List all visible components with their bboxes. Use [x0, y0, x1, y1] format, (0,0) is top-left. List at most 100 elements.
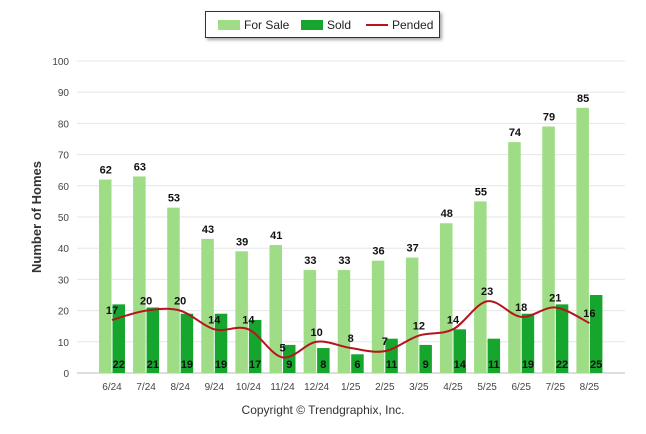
bar-for-sale — [235, 251, 248, 373]
data-label-pended: 21 — [549, 292, 561, 304]
legend-label-sold: Sold — [327, 18, 352, 32]
data-label-pended: 23 — [481, 286, 493, 298]
bar-sold — [521, 313, 535, 373]
bar-sold — [112, 304, 125, 373]
data-label-for-sale: 33 — [304, 255, 316, 267]
data-label-for-sale: 37 — [407, 243, 419, 255]
x-tick-label: 5/25 — [477, 382, 497, 393]
data-label-for-sale: 33 — [338, 255, 350, 267]
data-label-pended: 16 — [583, 308, 595, 320]
data-label-pended: 17 — [106, 305, 118, 317]
data-label-pended: 5 — [279, 342, 285, 354]
y-tick-label: 100 — [52, 57, 69, 68]
chart-legend: For Sale Sold Pended — [205, 11, 440, 38]
bar-for-sale — [303, 270, 317, 373]
y-tick-label: 80 — [58, 119, 70, 130]
bar-for-sale — [99, 179, 112, 373]
data-label-sold: 22 — [556, 359, 568, 371]
data-label-sold: 11 — [488, 359, 500, 371]
x-tick-label: 6/25 — [511, 382, 531, 393]
bar-for-sale — [371, 260, 385, 373]
data-label-sold: 22 — [113, 359, 125, 371]
bar-for-sale — [405, 257, 419, 373]
bar-for-sale — [167, 207, 180, 373]
data-labels: 62 22 63 21 53 19 43 19 39 17 41 9 33 8 33 6 36 11 37 9 48 14… — [100, 93, 603, 371]
bar-sold — [214, 313, 228, 373]
bar-for-sale — [201, 238, 214, 373]
bar-for-sale — [508, 142, 521, 373]
y-tick-label: 30 — [58, 275, 70, 286]
bar-sold — [589, 295, 603, 373]
y-tick-labels: 0 10 20 30 40 50 60 70 80 90 100 — [52, 57, 69, 380]
legend-label-for-sale: For Sale — [244, 18, 290, 32]
y-tick-label: 10 — [58, 338, 70, 349]
bar-for-sale — [542, 126, 555, 374]
bar-for-sale — [337, 270, 351, 373]
x-tick-label: 9/24 — [205, 382, 225, 393]
data-label-for-sale: 41 — [270, 230, 282, 242]
x-tick-label: 8/24 — [170, 382, 190, 393]
data-label-for-sale: 55 — [475, 186, 487, 198]
bar-sold — [351, 354, 364, 373]
bar-sold — [283, 344, 296, 373]
bar-sold — [487, 338, 501, 373]
data-label-sold: 19 — [181, 359, 193, 371]
data-label-sold: 21 — [147, 359, 159, 371]
x-tick-label: 3/25 — [409, 382, 429, 393]
bars — [99, 107, 603, 374]
legend-swatch-sold — [301, 20, 323, 30]
data-label-pended: 12 — [413, 321, 425, 333]
data-label-for-sale: 62 — [100, 165, 112, 177]
data-label-pended: 20 — [174, 296, 186, 308]
copyright-footer: Copyright © Trendgraphix, Inc. — [241, 403, 405, 417]
data-label-for-sale: 79 — [543, 112, 555, 124]
y-tick-label: 40 — [58, 244, 70, 255]
y-tick-label: 60 — [58, 182, 70, 193]
x-tick-label: 6/24 — [102, 382, 122, 393]
bar-for-sale — [440, 223, 453, 373]
data-label-pended: 14 — [242, 314, 255, 326]
x-tick-labels: 6/24 7/24 8/24 9/24 10/24 11/24 12/24 1/25 2/25 3… — [102, 382, 599, 393]
bar-sold — [555, 304, 569, 373]
data-label-pended: 20 — [140, 296, 152, 308]
data-label-sold: 19 — [215, 359, 227, 371]
y-tick-label: 0 — [63, 369, 69, 380]
data-label-pended: 18 — [515, 302, 527, 314]
bar-sold — [248, 319, 262, 373]
bar-sold — [317, 348, 330, 373]
data-label-for-sale: 63 — [134, 161, 146, 173]
data-label-for-sale: 39 — [236, 236, 248, 248]
y-axis-label: Number of Homes — [29, 161, 44, 273]
data-label-sold: 9 — [423, 359, 429, 371]
data-label-sold: 11 — [386, 359, 398, 371]
data-label-pended: 14 — [447, 314, 460, 326]
bar-for-sale — [133, 176, 146, 373]
bar-for-sale — [474, 201, 487, 373]
data-label-sold: 19 — [522, 359, 534, 371]
bar-for-sale — [576, 107, 589, 374]
data-label-for-sale: 85 — [577, 93, 589, 105]
data-label-sold: 25 — [590, 359, 602, 371]
data-label-for-sale: 53 — [168, 193, 180, 205]
legend-swatch-pended — [366, 24, 388, 26]
x-tick-label: 7/25 — [546, 382, 566, 393]
y-tick-label: 70 — [58, 151, 70, 162]
data-label-pended: 7 — [382, 336, 388, 348]
y-tick-label: 90 — [58, 88, 70, 99]
y-tick-label: 20 — [58, 307, 70, 318]
pended-line-path — [111, 300, 590, 359]
x-tick-label: 10/24 — [236, 382, 261, 393]
data-label-for-sale: 43 — [202, 224, 214, 236]
bar-for-sale — [269, 245, 282, 373]
pended-line — [111, 300, 590, 359]
data-label-for-sale: 48 — [441, 208, 453, 220]
data-label-for-sale: 74 — [509, 127, 522, 139]
data-label-sold: 6 — [354, 359, 360, 371]
x-tick-label: 4/25 — [443, 382, 463, 393]
data-label-for-sale: 36 — [372, 246, 384, 258]
x-tick-label: 1/25 — [341, 382, 361, 393]
data-label-sold: 17 — [249, 359, 261, 371]
data-label-pended: 10 — [310, 327, 322, 339]
data-label-sold: 8 — [320, 359, 326, 371]
